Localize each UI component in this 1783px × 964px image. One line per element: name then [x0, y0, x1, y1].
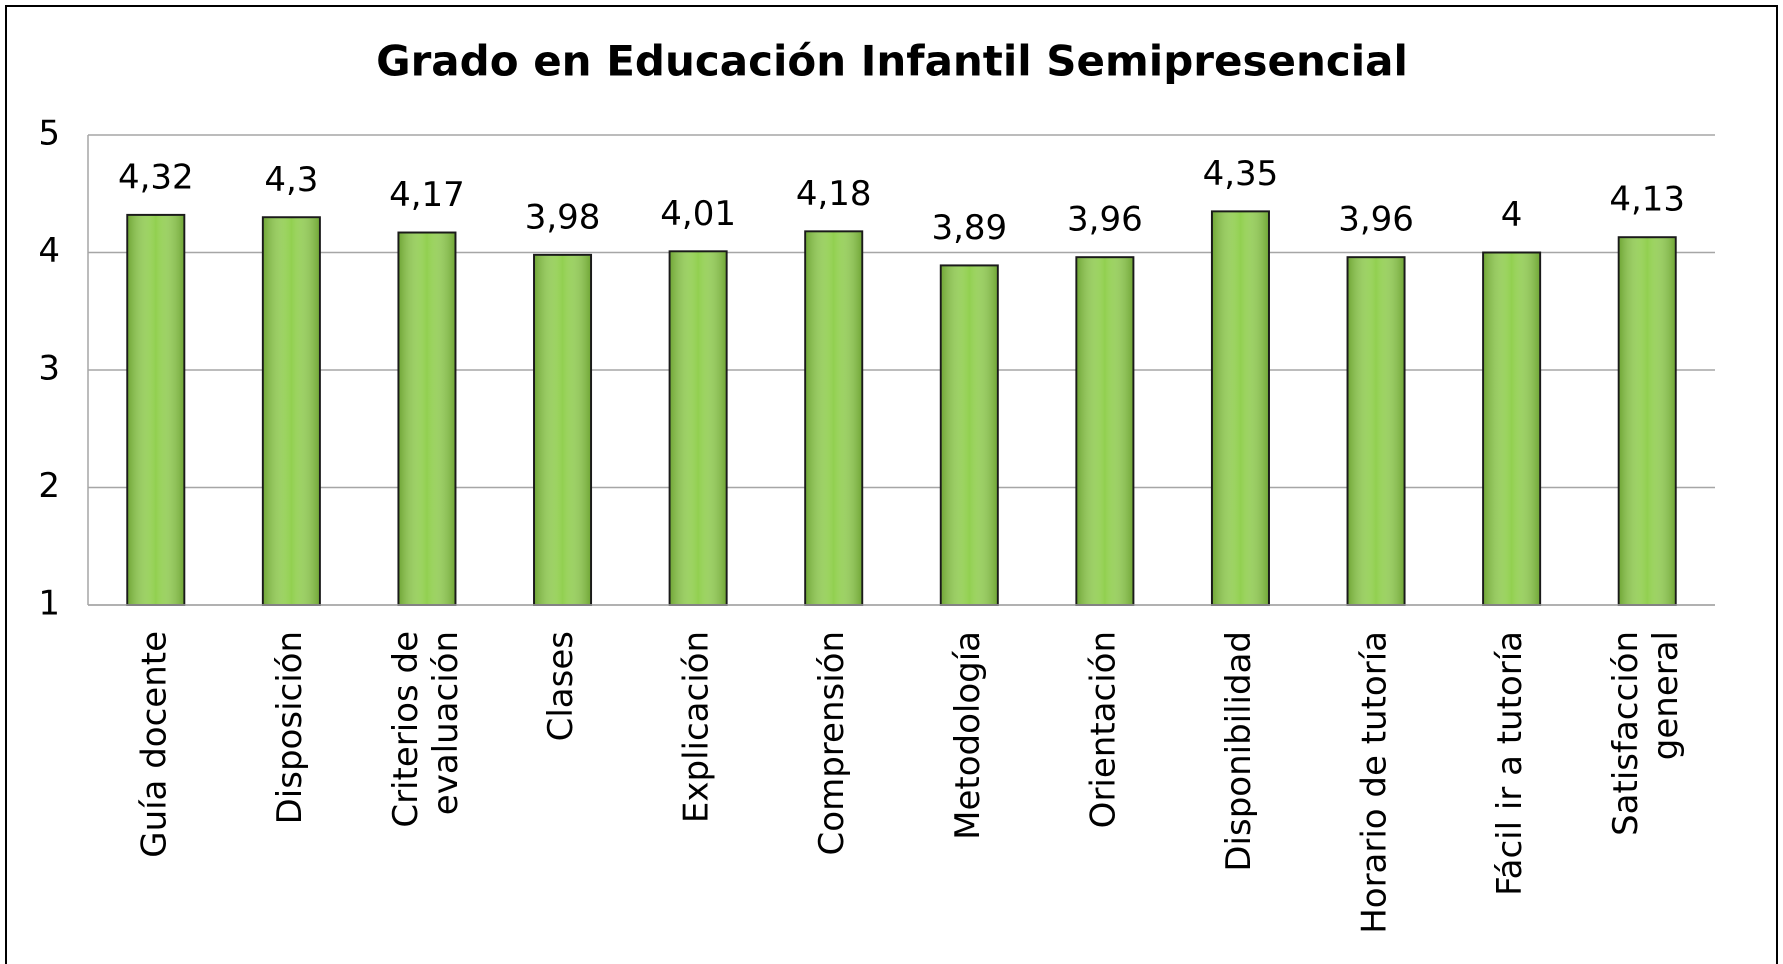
bar — [261, 216, 321, 606]
y-tick-label: 2 — [38, 466, 60, 506]
x-tick-label: Clases — [541, 631, 581, 741]
bar — [1210, 210, 1270, 606]
y-tick-label: 5 — [38, 114, 60, 154]
x-tick-label: Satisfaccióngeneral — [1606, 631, 1686, 836]
bar — [1482, 251, 1542, 606]
bar — [804, 230, 864, 606]
x-tick-label: Metodología — [948, 631, 988, 840]
value-label: 4,01 — [660, 194, 736, 234]
value-label: 4,18 — [796, 174, 872, 214]
chart-border — [5, 5, 1778, 964]
value-label: 3,96 — [1067, 200, 1143, 240]
bar — [397, 231, 457, 606]
value-label: 4,17 — [389, 175, 465, 215]
chart-title: Grado en Educación Infantil Semipresenci… — [376, 37, 1408, 86]
bar — [1075, 256, 1135, 606]
x-tick-label: Orientación — [1083, 631, 1123, 828]
bar — [533, 253, 593, 606]
x-tick-label: Horario de tutoría — [1355, 631, 1395, 934]
value-label: 3,98 — [525, 197, 601, 237]
value-label: 3,96 — [1338, 200, 1414, 240]
value-label: 4,13 — [1609, 180, 1685, 220]
x-tick-label: Disponibilidad — [1219, 631, 1259, 872]
y-tick-label: 1 — [38, 584, 60, 624]
x-tick-label: Guía docente — [134, 631, 174, 858]
bar — [126, 213, 186, 606]
value-label: 4,32 — [118, 157, 194, 197]
value-label: 4 — [1501, 195, 1523, 235]
bar — [668, 250, 728, 606]
x-tick-label: Explicación — [677, 631, 717, 823]
x-tick-label: Comprensión — [812, 631, 852, 855]
x-tick-label: Fácil ir a tutoría — [1490, 631, 1530, 896]
x-tick-label: Criterios deevaluación — [385, 631, 465, 828]
bar — [1617, 236, 1677, 606]
value-label: 4,35 — [1203, 154, 1279, 194]
y-tick-label: 4 — [38, 231, 60, 271]
bar — [939, 264, 999, 606]
value-label: 4,3 — [264, 160, 318, 200]
value-label: 3,89 — [931, 208, 1007, 248]
x-tick-label: Disposición — [270, 631, 310, 824]
bar — [1346, 256, 1406, 606]
y-tick-label: 3 — [38, 349, 60, 389]
